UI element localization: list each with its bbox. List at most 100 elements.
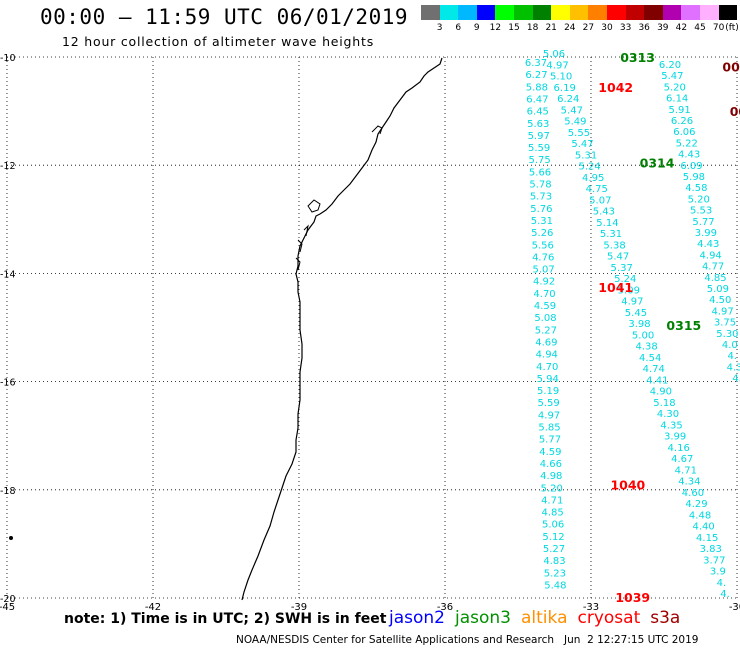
satellite-name: altika: [521, 608, 568, 628]
legend-label: 33: [619, 23, 632, 33]
wave-height-value: 6.20: [659, 60, 681, 71]
coastline-islands: [295, 125, 383, 271]
lon-tick-label: -39: [291, 602, 307, 610]
wave-height-value: 4.35: [660, 420, 682, 431]
wave-height-value: 5.88: [526, 82, 548, 93]
color-legend: 3 6 9 12 15 18 21 24 27 30 33 36 39 42 45 70 (ft): [421, 5, 740, 35]
wave-height-value: 5.76: [530, 204, 552, 215]
wave-height-value: 4.54: [639, 353, 661, 364]
legend-swatch: [458, 5, 477, 20]
wave-height-value: 4.30: [657, 409, 679, 420]
wave-height-value: 6.19: [554, 83, 576, 94]
legend-swatch: [662, 5, 682, 20]
wave-height-value: 5.09: [707, 284, 729, 295]
wave-height-value: 4.41: [646, 375, 668, 386]
legend-swatch: [421, 5, 440, 20]
wave-height-value: 4.34: [678, 477, 700, 488]
lon-tick-label: -45: [0, 602, 15, 610]
wave-height-value: 4.74: [643, 364, 665, 375]
legend-swatch: [514, 5, 533, 20]
wave-height-value: 6.37: [525, 58, 547, 69]
wave-height-value: 5.53: [690, 206, 712, 217]
legend-label: 3: [436, 23, 443, 33]
lat-tick-label: -14: [0, 269, 16, 280]
pass-ids: 03130013104200120314104103151040103903: [598, 50, 740, 605]
wave-height-value: 5.20: [664, 82, 686, 93]
wave-height-value: 4.0: [722, 340, 738, 351]
legend-swatch: [569, 5, 589, 20]
legend-unit: (ft): [725, 23, 739, 33]
wave-height-value: 5.45: [625, 308, 647, 319]
wave-height-value: 5.27: [543, 544, 565, 555]
legend-label: 70: [712, 23, 725, 33]
wave-height-value: 4.83: [543, 556, 565, 567]
chart-subtitle: 12 hour collection of altimeter wave hei…: [62, 34, 375, 49]
wave-height-value: 5.18: [653, 398, 675, 409]
wave-height-value: 4.92: [533, 277, 555, 288]
wave-height-value: 4.: [717, 578, 727, 589]
legend-label: 24: [564, 23, 576, 33]
wave-height-value: 6.45: [527, 107, 549, 118]
wave-height-value: 3.83: [700, 544, 722, 555]
wave-height-value: 5.10: [550, 72, 572, 83]
wave-height-value: 3.75: [714, 318, 736, 329]
wave-height-value: 5.63: [527, 119, 549, 130]
coastline: [241, 57, 443, 601]
wave-height-value: 5.07: [589, 195, 611, 206]
lon-tick-label: -36: [437, 602, 453, 610]
legend-label: 27: [582, 23, 595, 33]
lat-tick-label: -16: [0, 378, 16, 389]
lat-tick-label: -12: [0, 161, 16, 172]
wave-height-value: 6.09: [680, 161, 702, 172]
wave-height-value: 4.97: [621, 297, 643, 308]
wave-height-value: 4.70: [533, 289, 555, 300]
satellite-legend: jason2 jason3 altika cryosat s3a: [389, 608, 690, 628]
wave-height-value: 5.43: [593, 207, 615, 218]
wave-height-value: 6.27: [525, 70, 547, 81]
wave-height-value: 5.31: [575, 150, 597, 161]
wave-height-value: 3.77: [703, 555, 725, 566]
wave-height-value: 6.14: [666, 94, 688, 105]
wave-height-value: 5.98: [683, 172, 705, 183]
wave-height-value: 5.38: [603, 240, 625, 251]
legend-swatch: [476, 5, 496, 20]
wave-height-value: 5.85: [538, 423, 560, 434]
lat-tick-label: -18: [0, 486, 16, 497]
wave-height-value: 5.09: [618, 285, 640, 296]
legend-swatch: [495, 5, 514, 20]
legend-swatch: [439, 5, 459, 20]
wave-height-value: 4.3: [727, 362, 740, 373]
lat-tick-label: -20: [0, 594, 16, 605]
wave-height-value: 3.9: [710, 567, 726, 578]
wave-height-value: 5.06: [542, 520, 564, 531]
pass-id-label: 1039: [615, 590, 650, 605]
wave-height-value: 5.23: [544, 568, 566, 579]
legend-swatch: [551, 5, 570, 20]
wave-height-value: 4.95: [582, 173, 604, 184]
pass-id-label: 0315: [666, 318, 701, 333]
wave-height-value: 4.85: [704, 273, 726, 284]
wave-height-value: 5.47: [607, 252, 629, 263]
lon-tick-label: -30: [729, 602, 740, 610]
wave-height-value: 5.26: [531, 228, 553, 239]
wave-height-value: 5.14: [596, 218, 618, 229]
satellite-name: s3a: [650, 608, 681, 628]
wave-height-value: 5.77: [692, 217, 714, 228]
wave-height-value: 6.24: [557, 94, 579, 105]
legend-label: 12: [489, 23, 502, 33]
wave-height-value: 4.90: [650, 387, 672, 398]
wave-height-value: 4.48: [689, 510, 711, 521]
legend-label: 30: [601, 23, 613, 33]
legend-swatch: [607, 5, 626, 20]
wave-height-value: 4.40: [692, 522, 714, 533]
credit-text: NOAA/NESDIS Center for Satellite Applica…: [236, 634, 699, 646]
wave-height-value: 4.59: [534, 301, 556, 312]
note-text: note: 1) Time is in UTC; 2) SWH is in fe…: [64, 611, 387, 627]
wave-height-value: 4.38: [635, 342, 657, 353]
pass-id-label: 0012: [730, 104, 740, 119]
legend-swatch: [588, 5, 607, 20]
wave-height-value: 5.24: [578, 162, 600, 173]
wave-height-value: 4.69: [535, 337, 557, 348]
wave-height-value: 5.31: [531, 216, 553, 227]
wave-height-value: 5.91: [668, 105, 690, 116]
